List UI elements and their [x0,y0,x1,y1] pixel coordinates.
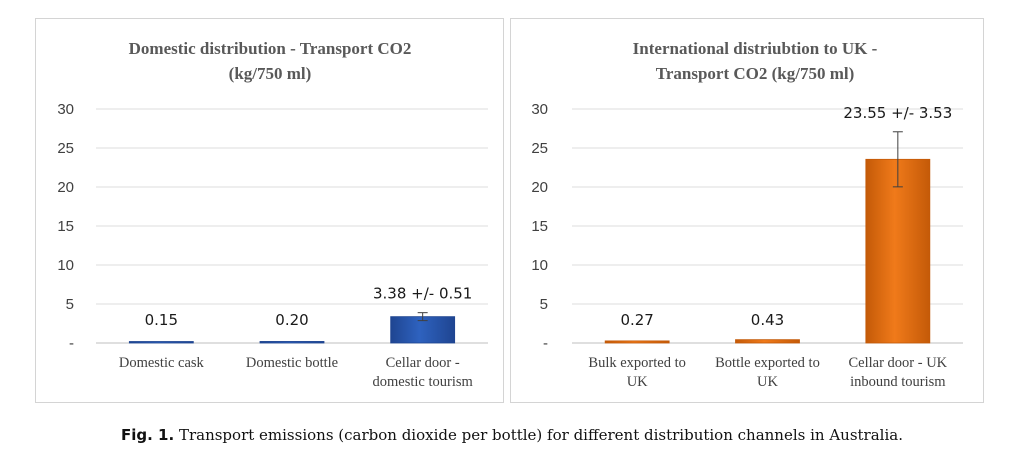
y-tick-label: 15 [531,218,548,235]
x-category-label: UK [757,374,778,390]
bar [128,341,194,344]
figure-caption: Fig. 1. Transport emissions (carbon diox… [0,426,1024,444]
y-tick-label: 25 [531,140,548,157]
y-tick-label: 20 [531,179,548,196]
data-label: 0.20 [275,311,308,329]
data-label: 0.43 [751,311,784,329]
chart-domestic: Domestic distribution - Transport CO2 (kg… [57,39,488,390]
y-tick-label: 5 [66,296,74,313]
bar [865,158,931,344]
chart-title-line: Transport CO2 (kg/750 ml) [656,64,855,83]
y-tick-label: 10 [531,257,548,274]
chart-international: International distriubtion to UK - Transp… [531,39,963,390]
chart-title-line: Domestic distribution - Transport CO2 [129,39,412,58]
x-category-label: inbound tourism [850,374,946,390]
figure-caption-label: Fig. 1. [121,426,175,444]
x-category-label: domestic tourism [373,374,474,390]
y-tick-label: 10 [57,257,74,274]
bar [735,339,800,344]
data-label: 0.27 [620,311,653,329]
x-category-label: UK [627,374,648,390]
y-tick-label: 15 [57,218,74,235]
x-category-label: Bottle exported to [715,355,820,371]
y-tick-label: 20 [57,179,74,196]
data-label: 0.15 [145,311,178,329]
x-category-label: Bulk exported to [588,355,685,371]
chart-panel-domestic: Domestic distribution - Transport CO2 (kg… [35,18,504,403]
chart-title-line: International distriubtion to UK - [633,39,878,58]
figure-caption-text: Transport emissions (carbon dioxide per … [174,426,903,444]
bar [604,340,670,344]
data-label: 3.38 +/- 0.51 [373,285,472,303]
y-tick-label: - [543,335,548,352]
y-tick-label: - [69,335,74,352]
chart-title-line: (kg/750 ml) [229,64,312,83]
y-tick-label: 5 [540,296,548,313]
x-category-label: Domestic bottle [246,355,338,371]
y-tick-label: 30 [531,101,548,118]
y-tick-label: 25 [57,140,74,157]
bar [259,341,325,344]
y-tick-label: 30 [57,101,74,118]
x-category-label: Domestic cask [119,355,205,371]
chart-panel-international: International distriubtion to UK - Transp… [510,18,984,403]
x-category-label: Cellar door - UK [849,355,948,371]
x-category-label: Cellar door - [386,355,460,371]
data-label: 23.55 +/- 3.53 [843,104,952,122]
